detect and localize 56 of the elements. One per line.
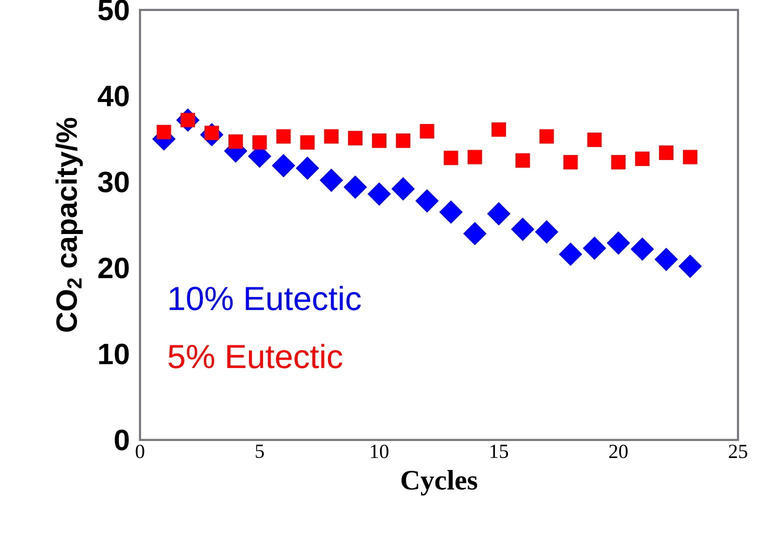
x-tick-label: 5 — [256, 444, 264, 458]
point — [344, 176, 367, 199]
point — [635, 152, 650, 166]
point — [415, 189, 439, 212]
point — [444, 150, 458, 166]
y-tick-label: 30 — [98, 172, 129, 192]
point — [252, 135, 267, 150]
point — [300, 135, 315, 150]
point — [492, 122, 506, 137]
point — [348, 130, 362, 146]
point — [372, 134, 386, 148]
point — [228, 134, 243, 149]
x-tick-label: 10 — [370, 444, 388, 458]
x-tick-label: 0 — [136, 444, 144, 458]
x-tick-label: 15 — [490, 444, 508, 458]
point — [324, 129, 339, 144]
point — [511, 218, 534, 241]
text: 5% Eutectic — [168, 344, 342, 368]
point — [296, 156, 320, 180]
point — [606, 231, 630, 255]
x-tick-label: 25 — [728, 444, 748, 458]
y-tick-label: 20 — [98, 258, 129, 278]
point — [611, 155, 626, 170]
point — [539, 129, 554, 144]
point — [368, 182, 391, 206]
point — [320, 168, 343, 192]
point — [396, 134, 410, 148]
point — [180, 112, 196, 128]
y-tick-label: 10 — [99, 344, 129, 364]
point — [678, 254, 702, 278]
point — [659, 146, 674, 160]
point — [420, 124, 434, 138]
text: 10% Eutectic — [170, 286, 361, 310]
point — [682, 150, 698, 164]
point — [487, 202, 510, 226]
point — [654, 248, 678, 271]
point — [582, 236, 606, 260]
point — [468, 150, 482, 164]
y-tick-label: 50 — [98, 0, 129, 20]
point — [272, 154, 296, 178]
point — [276, 129, 291, 144]
point — [563, 155, 578, 170]
x-tick-label: 20 — [609, 444, 628, 458]
y-axis-title: CO$_{2}$ capacity/% — [55, 118, 83, 332]
point — [204, 126, 219, 140]
point — [516, 153, 530, 168]
point — [535, 220, 558, 244]
point — [156, 124, 172, 140]
point — [558, 242, 582, 266]
x-axis-title: Cycles — [401, 470, 478, 496]
point — [630, 237, 654, 261]
y-tick-label: 40 — [98, 86, 129, 106]
point — [439, 200, 463, 224]
point — [463, 222, 486, 246]
point — [587, 132, 602, 148]
point — [392, 177, 415, 200]
